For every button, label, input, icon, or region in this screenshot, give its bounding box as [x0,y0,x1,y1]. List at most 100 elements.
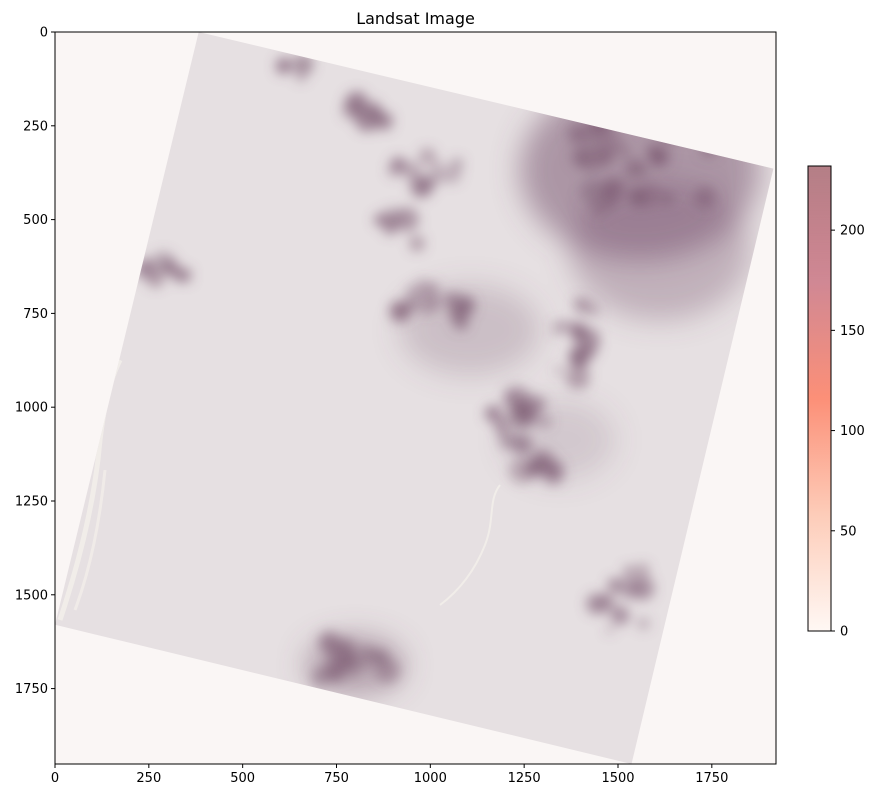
cloud-patch-125 [607,578,622,592]
x-tick-label-4: 1000 [414,771,447,786]
x-tick-label-5: 1250 [508,771,541,786]
cloud-patch-86 [341,100,361,120]
cloud-patch-119 [586,593,607,615]
y-tick-label-3: 750 [23,307,48,322]
x-tick-label-1: 250 [136,771,161,786]
cloud-patch-53 [498,431,518,450]
y-tick-label-6: 1500 [15,588,48,603]
x-tick-label-0: 0 [51,771,59,786]
cloud-patch-111 [310,667,330,687]
cloud-patch-71 [447,303,465,321]
cloud-patch-56 [511,399,527,416]
cloud-patch-105 [375,658,400,684]
cloud-patch-116 [605,625,614,635]
colorbar: 0 50 100 150 200 [807,165,865,640]
cloud-patch-44 [513,434,533,455]
cloud-patch-122 [611,606,630,625]
colorbar-tick-label-3: 150 [840,324,865,339]
cloud-patch-88 [293,54,314,75]
axes-frame [54,31,777,765]
y-tick-label-5: 1250 [15,494,48,509]
cloud-patch-14 [571,147,592,168]
cloud-patch-113 [352,644,376,668]
cloud-patch-19 [694,186,716,209]
haze-1 [570,180,750,320]
cloud-patch-25 [580,179,605,204]
x-tick-label-3: 750 [324,771,349,786]
cloud-patch-22 [608,202,617,211]
cloud-patch-77 [443,165,461,184]
cloud-patch-123 [637,617,650,630]
cloud-patch-55 [538,418,549,429]
cloud-patch-38 [560,320,569,329]
cloud-patch-139 [394,207,419,232]
colorbar-tick-label-2: 100 [840,424,865,439]
cloud-patch-130 [543,459,564,481]
river-branch [73,469,107,611]
landsat-image [55,32,774,764]
colorbar-tick-label-4: 200 [840,224,865,239]
cloud-patch-57 [505,391,515,401]
x-axis: 0 250 500 750 1000 1250 1500 1750 [51,764,728,786]
y-axis: 0 250 500 750 1000 1250 1500 1750 [15,26,55,697]
cloud-patch-87 [368,105,382,119]
cloud-patch-26 [568,123,589,145]
cloud-patch-114 [318,631,341,654]
cloud-patch-109 [339,659,350,670]
cloud-patch-18 [601,177,625,201]
cloud-patch-121 [625,565,636,577]
cloud-patch-80 [427,168,445,185]
cloud-patch-78 [419,148,436,165]
cloud-patch-110 [337,636,356,654]
cloud-patch-23 [652,154,662,165]
cloud-patch-140 [382,224,392,235]
cloud-patch-61 [425,281,440,297]
colorbar-ticks: 0 50 100 150 200 [831,224,865,640]
cloud-patch-99 [173,270,185,282]
dark-cloud-patches [134,54,717,687]
cloud-patch-68 [406,299,418,310]
cloud-patch-29 [638,183,662,207]
cloud-patch-27 [661,192,674,205]
colorbar-tick-label-0: 0 [840,625,848,640]
cloud-patch-91 [296,72,306,82]
x-tick-label-6: 1500 [601,771,634,786]
cloud-patch-126 [635,563,650,577]
y-tick-label-7: 1750 [15,682,48,697]
cloud-patch-7 [623,159,644,180]
cloud-patch-131 [508,457,535,484]
cloud-patch-37 [554,365,564,376]
cloud-patch-81 [386,161,404,178]
cloud-patch-124 [617,576,640,599]
cloud-patch-21 [594,145,616,166]
cloud-patch-13 [585,132,603,149]
x-tick-label-2: 500 [230,771,255,786]
y-tick-label-2: 500 [23,213,48,228]
chart-title: Landsat Image [356,9,475,28]
colorbar-gradient [807,165,832,632]
cloud-patch-43 [568,345,592,368]
cloud-patch-70 [429,298,440,309]
colorbar-tick-label-1: 50 [840,524,857,539]
cloud-patch-112 [330,670,343,683]
river-east [439,484,501,606]
cloud-patch-66 [405,285,419,300]
x-tick-label-7: 1750 [695,771,728,786]
cloud-patch-136 [373,214,384,225]
cloud-patch-72 [432,160,443,171]
cloud-patch-132 [531,456,547,472]
cloud-patch-65 [391,301,411,321]
cloud-patch-138 [409,236,425,252]
y-tick-label-1: 250 [23,119,48,134]
y-tick-label-0: 0 [40,26,48,41]
y-tick-label-4: 1000 [15,401,48,416]
cloud-patch-107 [373,649,389,665]
cloud-patch-54 [532,396,547,411]
cloud-patch-52 [494,421,508,434]
cloud-patch-79 [402,161,422,180]
cloud-patch-58 [414,290,439,315]
cloud-patch-92 [279,59,291,70]
cloud-patch-42 [565,365,590,390]
